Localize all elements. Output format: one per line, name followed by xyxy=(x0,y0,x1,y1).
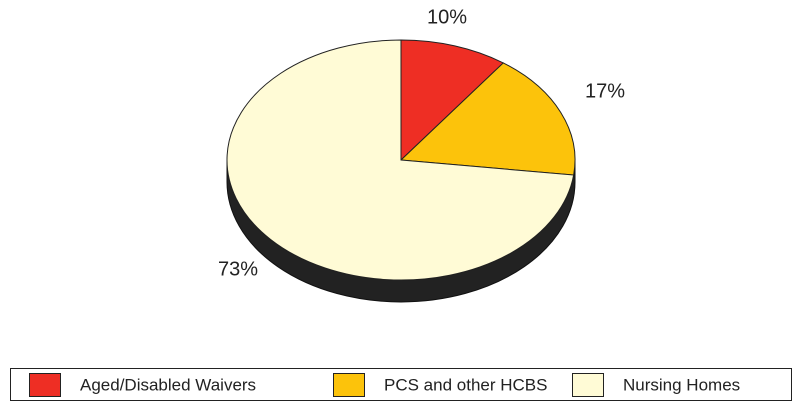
legend-label: Nursing Homes xyxy=(623,375,740,394)
pie-slice xyxy=(400,39,505,162)
value-label: 10% xyxy=(427,6,467,28)
pie-slice xyxy=(226,39,575,281)
legend-label: PCS and other HCBS xyxy=(384,375,547,394)
legend-label: Aged/Disabled Waivers xyxy=(80,375,256,394)
legend-swatch xyxy=(333,373,365,397)
legend-swatch xyxy=(29,373,61,397)
value-label: 73% xyxy=(218,258,258,280)
legend-swatch xyxy=(572,373,604,397)
value-label: 17% xyxy=(585,80,625,102)
pie-slice xyxy=(399,62,576,176)
